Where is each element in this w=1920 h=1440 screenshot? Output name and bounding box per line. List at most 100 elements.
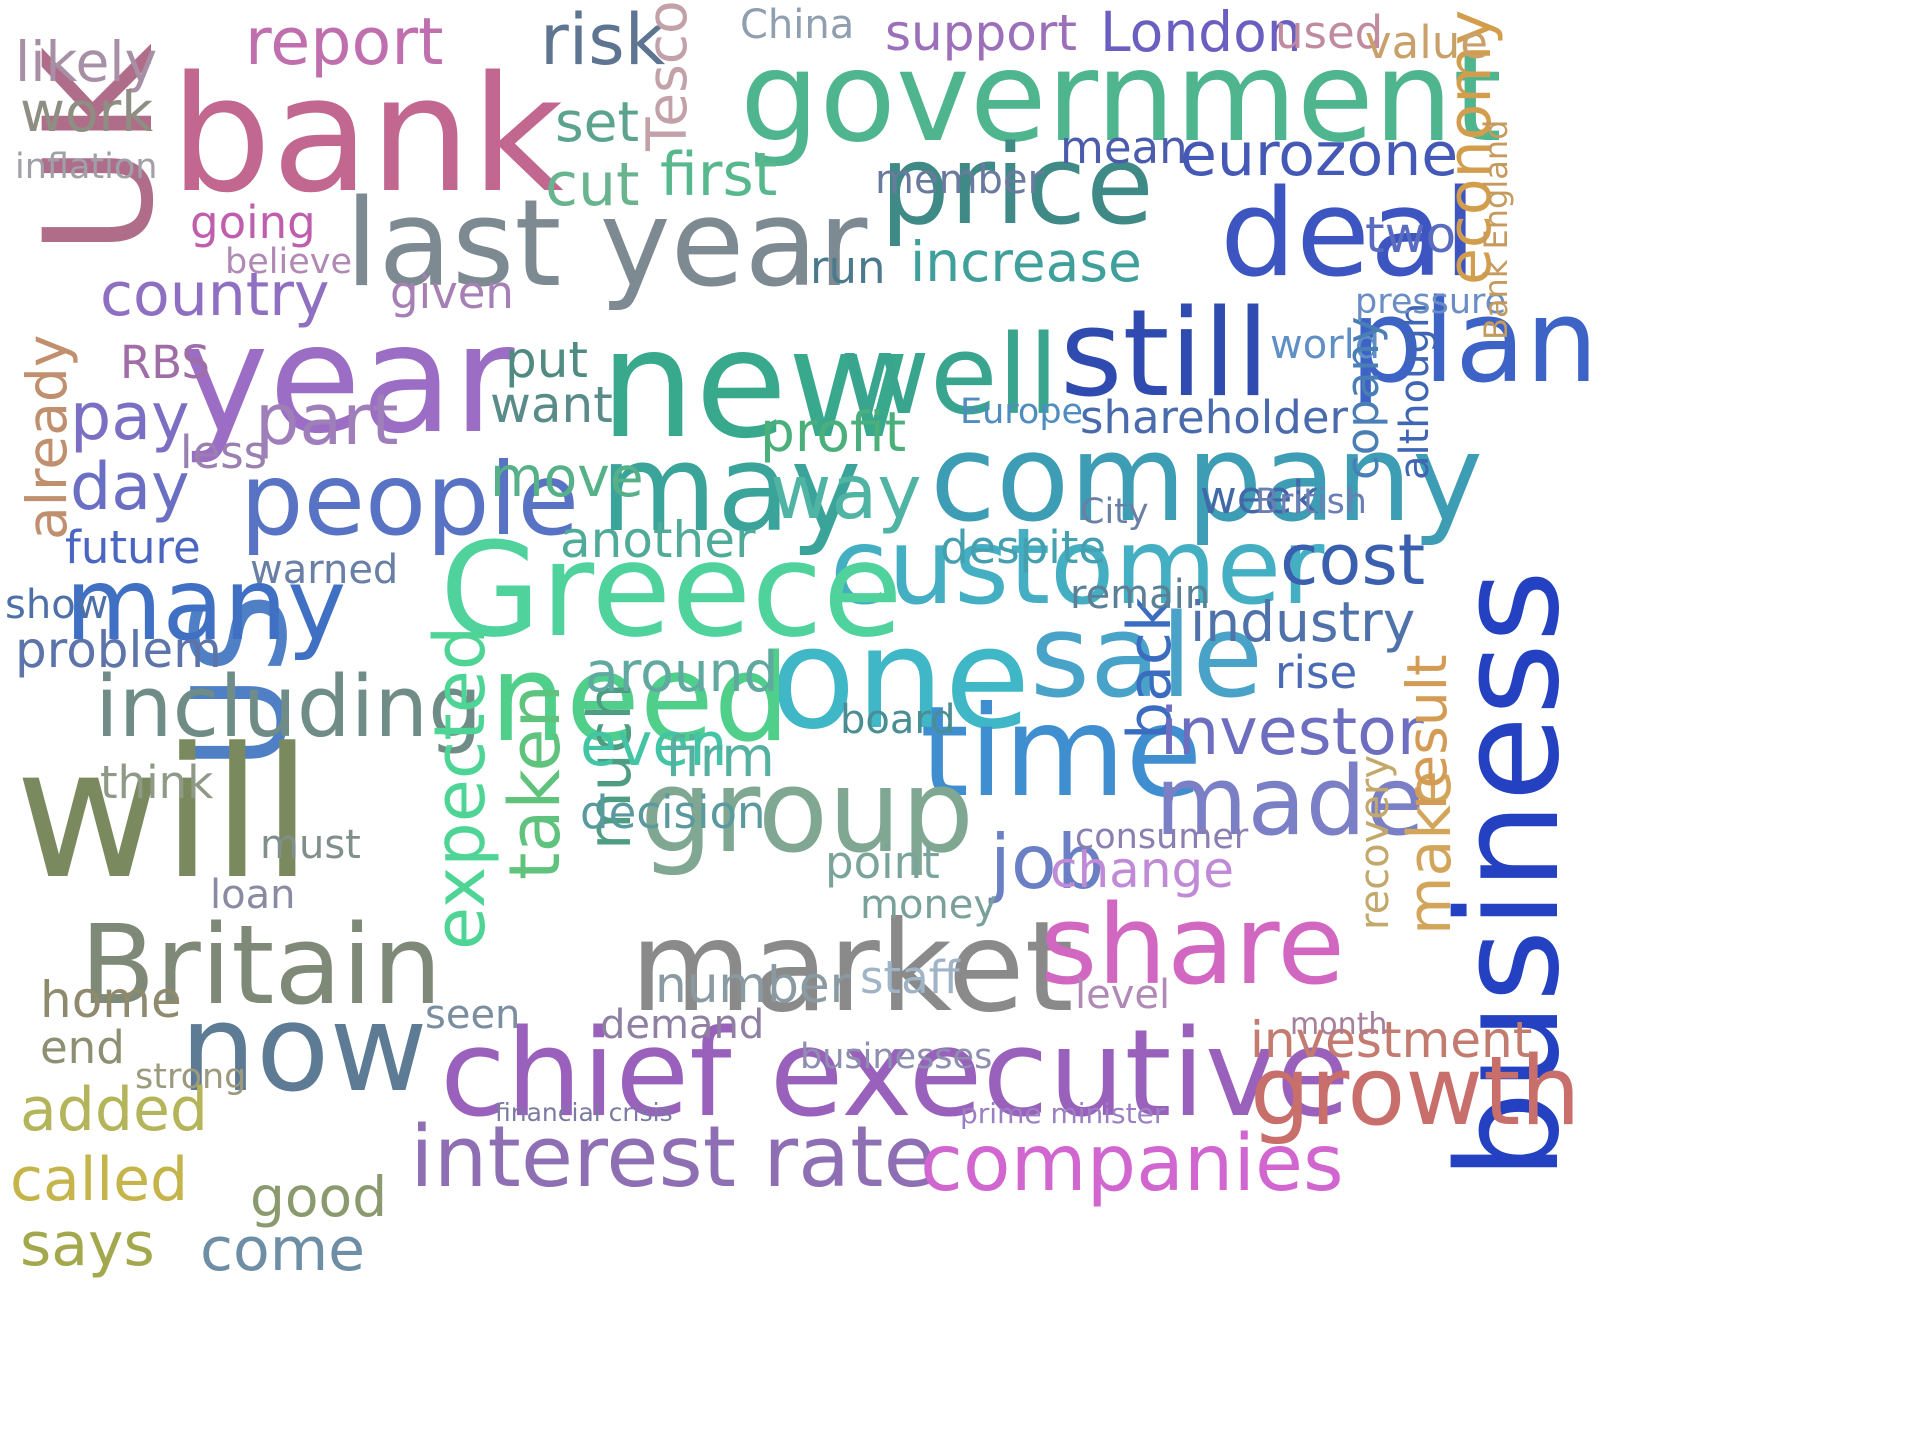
word-cost: cost [1280,519,1426,601]
word-demand: demand [600,1002,765,1048]
word-month: month [1290,1007,1388,1042]
word-investor: investor [1160,695,1424,770]
word-change: change [1050,841,1235,899]
word-rise: rise [1275,646,1358,699]
word-result: result [1395,654,1459,810]
word-day: day [70,450,190,525]
word-taken: taken [494,684,576,880]
word-prime-minister: prime minister [960,1097,1166,1130]
word-although: although [1392,302,1438,480]
word-will: will [15,710,313,919]
word-put: put [505,331,589,389]
word-sale: sale [1030,590,1264,724]
word-decision: decision [580,786,766,839]
word-shareholder: shareholder [1080,391,1349,444]
word-many: many [65,546,347,663]
word-value: value [1365,16,1488,69]
word-britain: Britain [80,901,443,1029]
word-remain: remain [1070,572,1211,618]
word-now: now [180,980,428,1119]
word-job: job [990,818,1105,906]
word-staff: staff [860,951,960,1004]
word-including: including [95,658,483,757]
word-come: come [200,1215,366,1285]
word-first: first [660,140,778,210]
word-need: need [490,630,790,769]
word-less: less [180,426,268,479]
word-around: around [585,640,779,704]
word-must: must [260,822,361,868]
word-set: set [555,90,640,154]
word-another: another [560,511,756,569]
word-firm: firm [665,725,775,789]
word-time: time [920,680,1203,825]
word-pay: pay [70,380,190,455]
word-share: share [1040,881,1345,1009]
word-bank: bank [170,41,564,228]
word-risk: risk [540,0,666,81]
word-tesco: Tesco [635,0,699,151]
word-financial-crisis: financial crisis [495,1098,673,1127]
word-recovery: recovery [1352,754,1398,930]
word-price: price [880,121,1154,249]
word-strong: strong [135,1057,247,1097]
word-pressure: pressure [1355,282,1507,322]
word-rbs: RBS [120,336,210,389]
word-used: used [1275,6,1384,59]
word-run: run [810,241,886,294]
word-may: may [600,420,862,559]
word-world: world [1270,322,1381,368]
word-week: week [1200,471,1319,524]
word-city: City [1080,492,1149,532]
word-problem: problem [15,621,222,679]
word-government: government [740,25,1503,170]
word-increase: increase [910,230,1142,294]
word-loan: loan [210,872,296,918]
word-way: way [770,448,922,536]
word-work: work [20,80,154,144]
word-eurozone: eurozone [1180,120,1459,190]
word-think: think [100,756,214,809]
word-part: part [255,379,399,461]
word-move: move [490,445,644,509]
word-report: report [245,5,444,80]
word-inflation: inflation [15,147,158,187]
word-support: support [885,4,1077,62]
word-businesses: businesses [800,1037,993,1077]
word-good: good [250,1165,388,1229]
word-even: even [580,710,728,780]
word-home: home [40,971,182,1029]
word-made: made [1155,747,1425,857]
word-group: group [640,745,974,879]
word-new: new [600,298,911,472]
word-given: given [390,266,514,319]
word-companies: companies [920,1119,1344,1209]
word-called: called [10,1145,189,1215]
word-end: end [40,1021,125,1074]
word-two: two [1365,206,1457,264]
word-greece: Greece [440,514,903,666]
word-year: year [180,293,515,467]
word-market: market [630,895,1074,1040]
word-already: already [15,334,79,540]
word-interest-rate: interest rate [410,1108,936,1207]
word-says: says [20,1210,155,1280]
word-europe: Europe [960,392,1084,432]
word-people: people [240,441,579,558]
word-show: show [5,582,109,628]
word-company: company [930,410,1484,549]
word-going: going [190,196,316,249]
word-believe: believe [225,242,352,282]
word-point: point [825,836,940,889]
word-well: well [840,311,1059,439]
word-despite: despite [940,521,1107,574]
word-customer: customer [830,506,1325,628]
word-seen: seen [425,992,521,1038]
word-copany: copany [1336,316,1389,480]
word-likely: likely [15,30,158,94]
word-money: money [860,882,998,928]
word-last-year: last year [345,175,868,314]
word-bank-england: Bank England [1477,119,1515,340]
word-board: board [840,697,956,743]
